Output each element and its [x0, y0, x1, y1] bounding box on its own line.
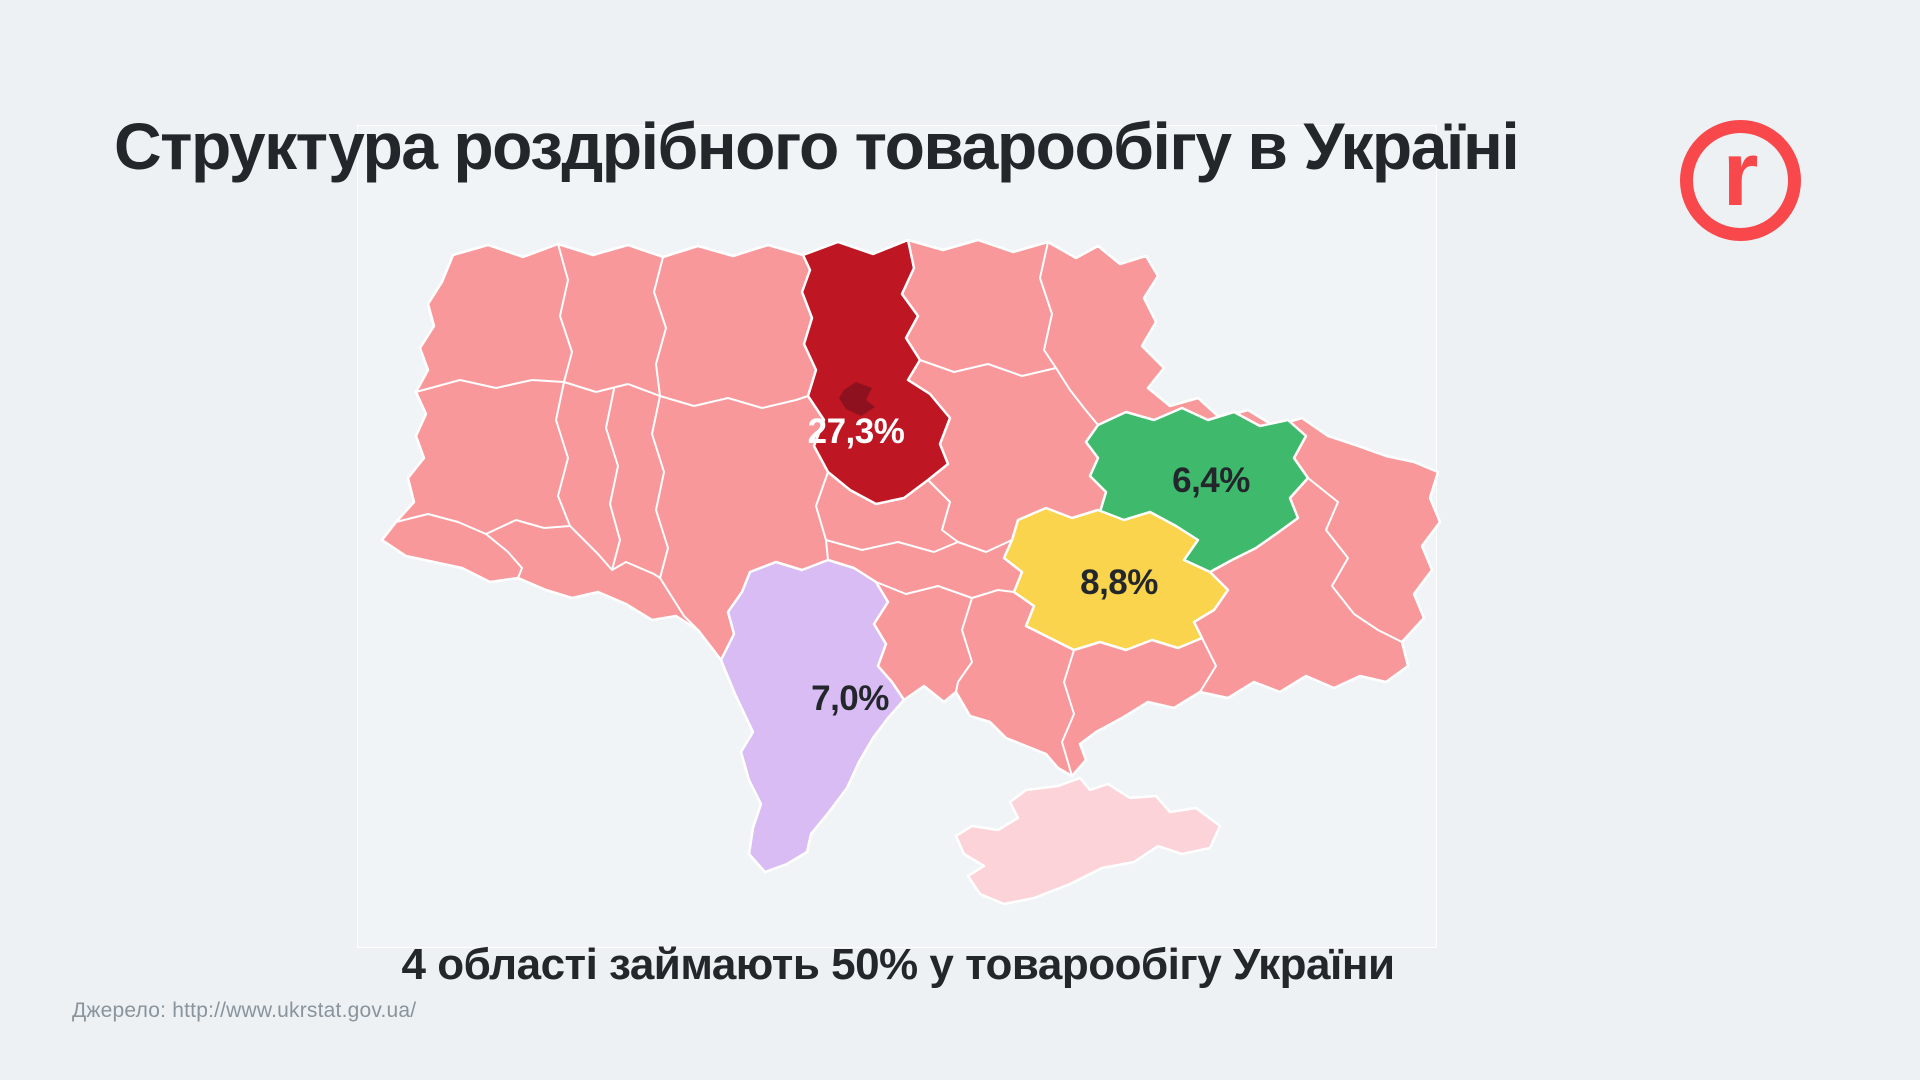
ukraine-outline [380, 238, 1442, 874]
label-odesa-value: 7,0% [811, 679, 889, 718]
region-kyiv-oblast [800, 238, 952, 506]
region-crimea [954, 776, 1222, 906]
label-kharkiv-value: 6,4% [1172, 461, 1250, 500]
bottom-caption: 4 області займають 50% у товарообігу Укр… [401, 940, 1396, 989]
label-dnipro-value: 8,8% [1080, 563, 1158, 602]
brand-logo-circle-icon: r [1680, 120, 1801, 241]
oblast-border-lines [395, 241, 1403, 777]
region-odesa-oblast [719, 558, 906, 874]
ukraine-choropleth-svg: 27,3% 6,4% 8,8% 7,0% [380, 238, 1442, 906]
brand-logo-letter: r [1722, 122, 1759, 225]
label-kyiv-value: 27,3% [808, 412, 905, 451]
page-title: Структура роздрібного товарообігу в Укра… [114, 109, 1520, 183]
region-kyiv-city [839, 382, 875, 416]
region-dnipropetrovsk-oblast [1002, 506, 1230, 652]
source-note: Джерело: http://www.ukrstat.gov.ua/ [72, 999, 417, 1022]
ukraine-map: 27,3% 6,4% 8,8% 7,0% [358, 230, 1443, 920]
